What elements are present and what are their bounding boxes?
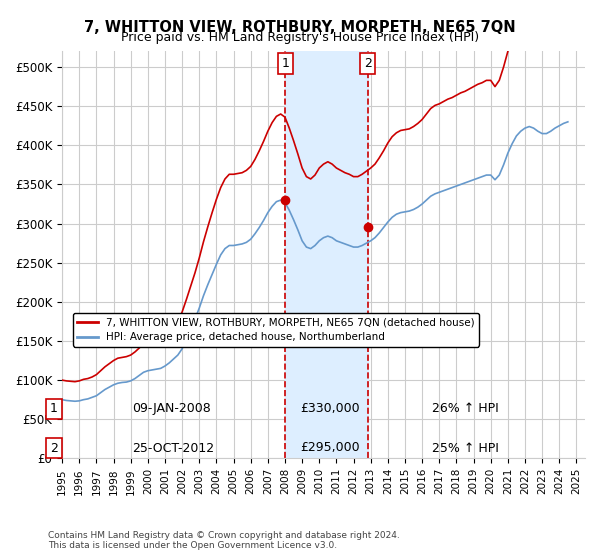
Text: 2: 2 — [50, 441, 58, 455]
Text: 7, WHITTON VIEW, ROTHBURY, MORPETH, NE65 7QN: 7, WHITTON VIEW, ROTHBURY, MORPETH, NE65… — [84, 20, 516, 35]
Text: 09-JAN-2008: 09-JAN-2008 — [132, 402, 211, 416]
Text: £330,000: £330,000 — [300, 402, 359, 416]
Text: 1: 1 — [281, 57, 289, 70]
Text: 2: 2 — [364, 57, 371, 70]
Text: 25% ↑ HPI: 25% ↑ HPI — [432, 441, 499, 455]
Text: Contains HM Land Registry data © Crown copyright and database right 2024.
This d: Contains HM Land Registry data © Crown c… — [48, 530, 400, 550]
Text: 25-OCT-2012: 25-OCT-2012 — [132, 441, 214, 455]
Text: 26% ↑ HPI: 26% ↑ HPI — [432, 402, 499, 416]
Text: 1: 1 — [50, 402, 58, 416]
Bar — [286, 52, 368, 459]
Legend: 7, WHITTON VIEW, ROTHBURY, MORPETH, NE65 7QN (detached house), HPI: Average pric: 7, WHITTON VIEW, ROTHBURY, MORPETH, NE65… — [73, 313, 479, 347]
Text: Price paid vs. HM Land Registry's House Price Index (HPI): Price paid vs. HM Land Registry's House … — [121, 31, 479, 44]
Text: £295,000: £295,000 — [300, 441, 359, 455]
